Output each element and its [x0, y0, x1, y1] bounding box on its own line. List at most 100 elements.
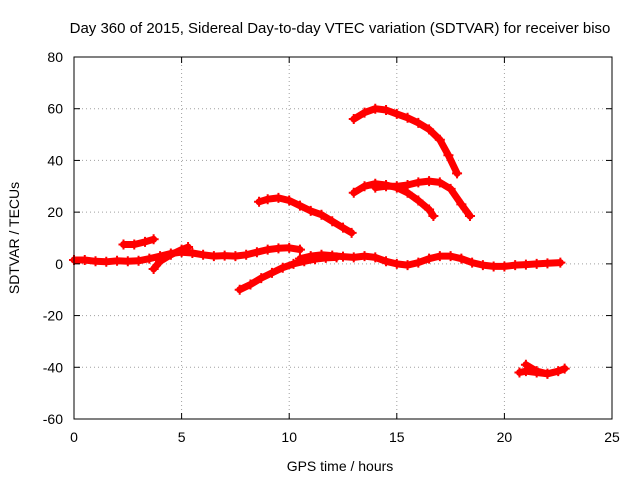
- data-point-marker: [424, 124, 435, 135]
- data-point-marker: [234, 284, 245, 295]
- y-tick-label: 0: [55, 256, 63, 272]
- data-point-marker: [391, 258, 402, 269]
- data-point-marker: [402, 260, 413, 271]
- data-point-marker: [499, 261, 510, 272]
- data-point-marker: [327, 250, 338, 261]
- data-point-marker: [452, 168, 463, 179]
- data-point-marker: [198, 249, 209, 260]
- data-point-marker: [402, 112, 413, 123]
- y-axis-label: SDTVAR / TECUs: [6, 182, 22, 294]
- data-point-marker: [413, 257, 424, 268]
- data-point-marker: [346, 227, 357, 238]
- x-tick-label: 25: [604, 429, 620, 445]
- data-point-marker: [456, 253, 467, 264]
- data-point-marker: [348, 252, 359, 263]
- data-point-marker: [254, 196, 265, 207]
- series-line: [236, 253, 340, 294]
- data-point-marker: [488, 261, 499, 272]
- data-point-marker: [359, 181, 370, 192]
- data-point-marker: [514, 367, 525, 378]
- data-point-marker: [445, 251, 456, 262]
- data-point-marker: [251, 247, 262, 258]
- series-arc-1: [69, 242, 305, 267]
- data-point-marker: [219, 250, 230, 261]
- y-tick-label: 40: [47, 152, 63, 168]
- plot-frame: [73, 56, 613, 420]
- data-point-marker: [148, 264, 159, 275]
- series-arc-4: [254, 192, 357, 238]
- data-point-marker: [413, 177, 424, 188]
- data-point-marker: [294, 200, 305, 211]
- data-point-marker: [424, 176, 435, 187]
- data-point-marker: [90, 256, 101, 267]
- data-point-marker: [348, 114, 359, 125]
- data-point-marker: [359, 251, 370, 262]
- data-point-marker: [424, 253, 435, 264]
- data-point-marker: [391, 108, 402, 119]
- x-tick-label: 10: [281, 429, 297, 445]
- series-line: [70, 244, 304, 266]
- data-point-marker: [256, 273, 267, 284]
- series-line: [120, 235, 158, 248]
- data-point-marker: [277, 262, 288, 273]
- data-point-marker: [262, 244, 273, 255]
- data-point-marker: [118, 239, 129, 250]
- series-arc-11: [520, 359, 553, 379]
- data-point-marker: [183, 242, 194, 253]
- series-arc-5: [234, 252, 342, 295]
- y-tick-label: -20: [43, 308, 63, 324]
- data-point-marker: [370, 182, 381, 193]
- data-point-marker: [402, 179, 413, 190]
- data-point-marker: [381, 105, 392, 116]
- data-point-marker: [477, 260, 488, 271]
- x-tick-label: 20: [497, 429, 513, 445]
- series-arc-2: [118, 234, 159, 250]
- data-point-marker: [133, 255, 144, 266]
- x-tick-label: 0: [70, 429, 78, 445]
- x-tick-labels: 0 5 10 15 20 25: [70, 429, 620, 445]
- data-point-marker: [424, 204, 435, 215]
- data-point-marker: [359, 107, 370, 118]
- data-point-marker: [284, 242, 295, 253]
- axis-ticks: [73, 56, 613, 420]
- data-point-marker: [338, 222, 348, 233]
- data-point-marker: [520, 359, 531, 370]
- series-arc-3: [148, 242, 194, 275]
- data-point-marker: [112, 255, 123, 266]
- data-point-marker: [187, 247, 198, 258]
- data-point-marker: [555, 257, 566, 268]
- data-point-marker: [391, 181, 402, 192]
- data-point-marker: [273, 243, 284, 254]
- data-point-marker: [370, 252, 381, 263]
- data-point-marker: [155, 256, 166, 267]
- data-point-marker: [230, 251, 241, 262]
- chart-title: Day 360 of 2015, Sidereal Day-to-day VTE…: [70, 20, 611, 37]
- data-point-marker: [510, 260, 521, 271]
- data-point-marker: [413, 117, 424, 128]
- data-point-marker: [464, 211, 475, 222]
- data-point-marker: [144, 253, 155, 264]
- series-line: [371, 177, 474, 220]
- data-point-marker: [262, 194, 273, 205]
- data-point-marker: [434, 177, 445, 188]
- data-point-marker: [284, 195, 295, 206]
- data-point-marker: [294, 253, 305, 264]
- series-arc-7: [348, 103, 463, 179]
- series-arc-6: [294, 249, 566, 272]
- data-point-marker: [79, 254, 90, 265]
- series-arc-9: [370, 176, 475, 222]
- data-point-marker: [316, 209, 327, 220]
- data-point-marker: [305, 205, 316, 216]
- data-point-marker: [434, 251, 445, 262]
- data-point-marker: [245, 279, 256, 290]
- x-axis-label: GPS time / hours: [287, 458, 394, 474]
- data-point-marker: [520, 259, 531, 270]
- data-point-marker: [348, 187, 359, 198]
- data-point-marker: [140, 236, 151, 247]
- data-point-marker: [176, 244, 187, 255]
- data-point-marker: [559, 363, 570, 374]
- data-series: [69, 103, 570, 379]
- data-point-marker: [531, 366, 542, 377]
- data-point-marker: [305, 251, 316, 262]
- data-point-marker: [531, 258, 542, 269]
